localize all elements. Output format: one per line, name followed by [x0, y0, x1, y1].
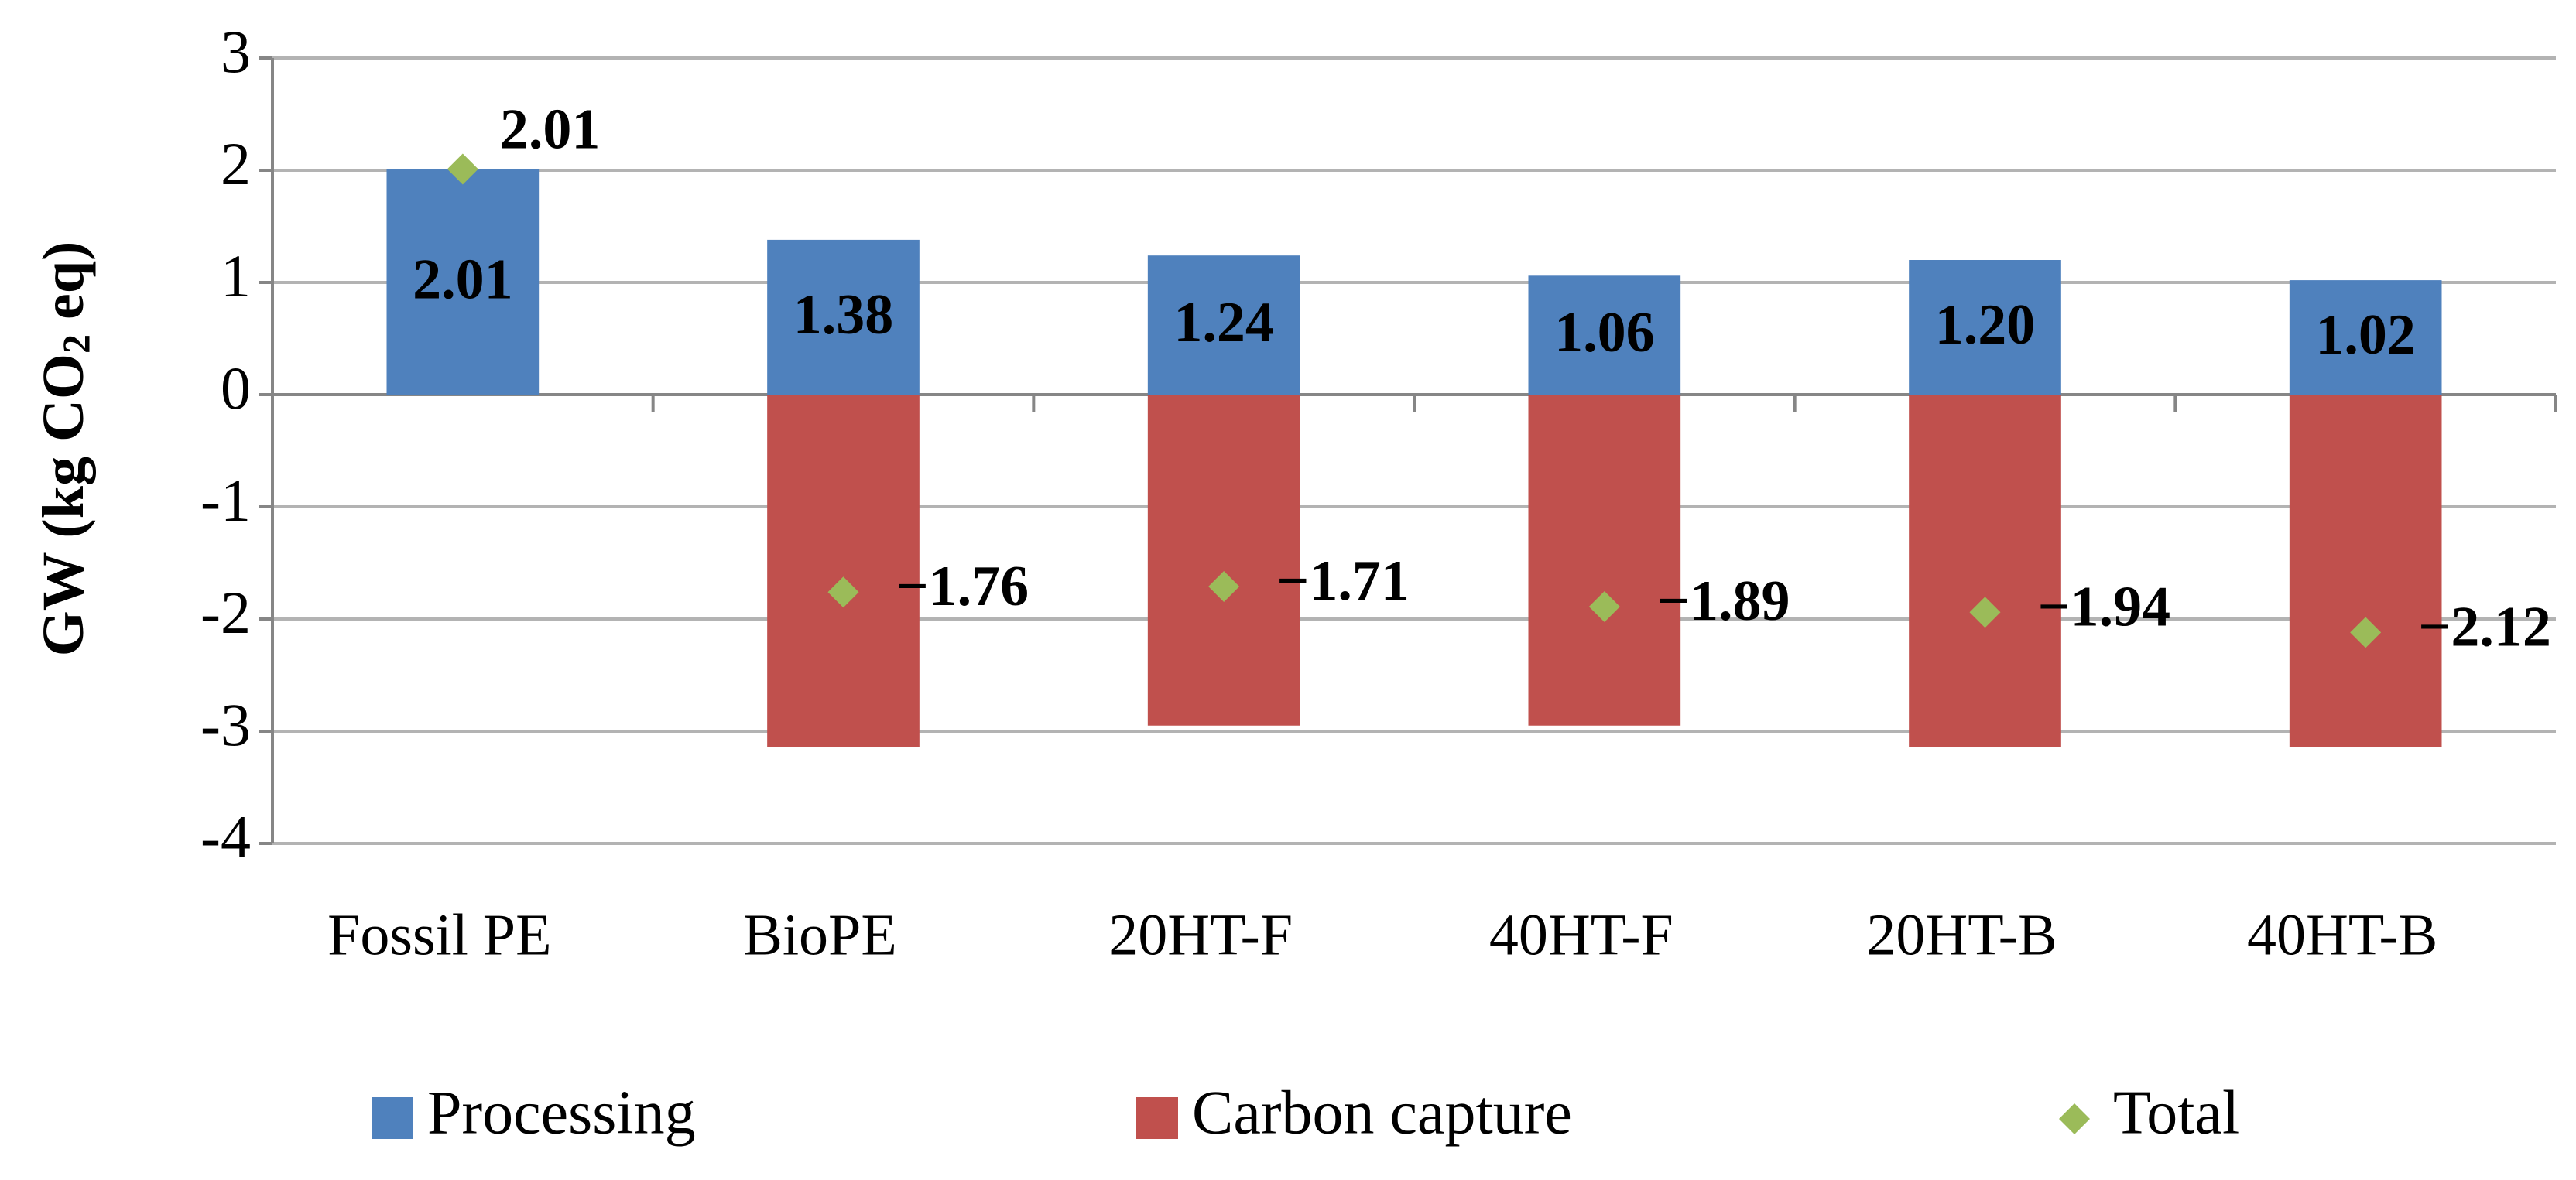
data-label: −2.12: [2418, 595, 2551, 658]
x-tick-label: 40HT-F: [1489, 902, 1673, 967]
y-tick-label: -4: [200, 803, 251, 870]
data-label: 1.38: [793, 283, 894, 347]
total-marker: [2350, 617, 2382, 648]
bar: [1147, 395, 1300, 726]
bar: [386, 169, 540, 395]
bar: [1147, 255, 1300, 395]
bar: [767, 239, 920, 395]
y-tick-label: 3: [221, 18, 251, 85]
legend-marker: [372, 1097, 413, 1139]
data-label: −1.89: [1657, 569, 1790, 633]
bar: [2289, 280, 2442, 395]
data-label: 1.06: [1554, 301, 1655, 364]
total-marker: [827, 576, 859, 608]
x-tick-label: 20HT-F: [1108, 902, 1293, 967]
total-marker: [447, 153, 478, 185]
y-tick-label: -2: [200, 579, 251, 646]
data-label: 2.01: [413, 248, 513, 311]
y-tick-label: 1: [221, 242, 251, 310]
total-marker: [1969, 597, 2001, 628]
x-tick-label: Fossil PE: [327, 902, 551, 967]
x-tick-label: BioPE: [743, 902, 897, 967]
y-axis-label: GW (kg CO2 eq): [31, 241, 98, 657]
bar: [767, 395, 920, 747]
legend-label: Processing: [427, 1079, 696, 1147]
y-tick-label: -3: [200, 691, 251, 758]
y-label-part: eq): [31, 241, 96, 334]
bar: [1528, 395, 1681, 726]
total-marker: [1588, 591, 1620, 623]
data-label: 2.01: [500, 98, 601, 162]
y-tick-label: -1: [200, 467, 251, 534]
data-label: −1.76: [896, 555, 1029, 618]
y-tick-label: 2: [221, 130, 251, 197]
y-tick-label: 0: [221, 354, 251, 422]
y-label-sub: 2: [54, 334, 98, 354]
x-tick-label: 20HT-B: [1866, 902, 2057, 967]
data-label: 1.24: [1173, 291, 1274, 354]
bar: [2289, 395, 2442, 747]
y-label-part: GW (kg CO: [31, 354, 96, 656]
x-tick-label: 40HT-B: [2247, 902, 2437, 967]
data-label: 1.20: [1935, 293, 2036, 357]
bar: [1909, 260, 2061, 395]
legend-label: Carbon capture: [1192, 1079, 1572, 1147]
data-label: −1.71: [1276, 549, 1410, 613]
legend-marker: [1136, 1097, 1178, 1139]
legend-label: Total: [2113, 1079, 2239, 1147]
total-marker: [1208, 570, 1240, 602]
bar: [1528, 275, 1681, 395]
legend-marker: [2059, 1103, 2090, 1134]
data-label: 1.02: [2315, 303, 2416, 367]
bar: [1909, 395, 2061, 747]
data-label: −1.94: [2038, 575, 2171, 638]
